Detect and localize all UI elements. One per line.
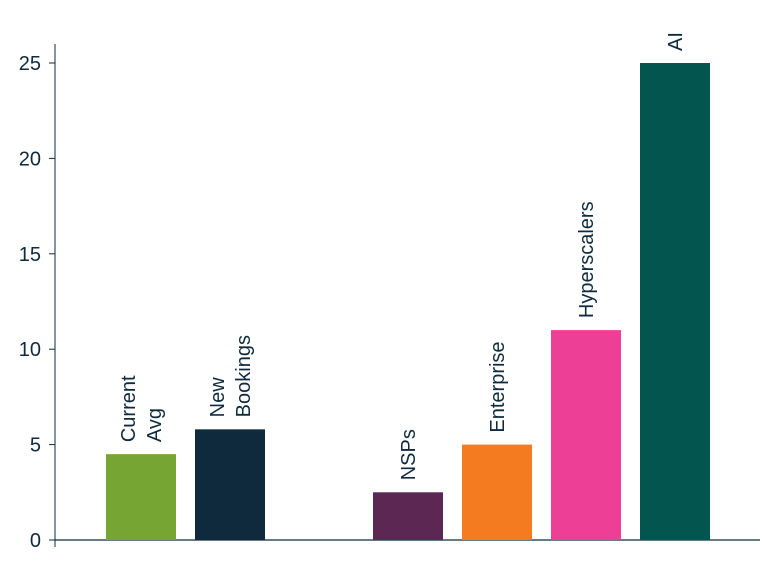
y-tick-label: 0	[30, 530, 41, 552]
bar	[551, 330, 621, 540]
bar-label: Avg	[144, 408, 166, 442]
bar	[462, 444, 532, 540]
y-tick-label: 25	[19, 53, 41, 75]
bar	[195, 429, 265, 540]
bar	[640, 63, 710, 540]
bar-label: Bookings	[233, 335, 255, 417]
y-tick-label: 5	[30, 435, 41, 457]
bar-label: NSPs	[398, 429, 420, 480]
y-tick-label: 10	[19, 339, 41, 361]
bar-label: New	[207, 377, 229, 418]
bar-label: Current	[118, 375, 140, 442]
bar	[106, 454, 176, 540]
bar-label: Enterprise	[487, 341, 509, 432]
y-tick-label: 20	[19, 148, 41, 170]
bar-label: Hyperscalers	[576, 201, 598, 318]
bar	[373, 492, 443, 540]
bar-label: AI	[665, 32, 687, 51]
y-tick-label: 15	[19, 244, 41, 266]
